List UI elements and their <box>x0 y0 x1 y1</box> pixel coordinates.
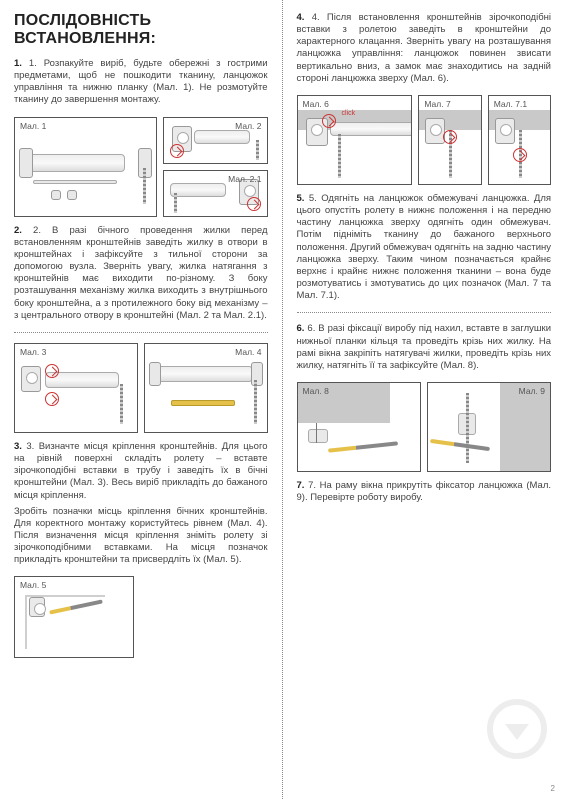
fig-row-3-4: Мал. 3 Мал. 4 <box>14 343 268 433</box>
step-6-text: 6. 6. В разі фіксації виробу під нахил, … <box>297 323 552 372</box>
page-title: ПОСЛІДОВНІСТЬ ВСТАНОВЛЕННЯ: <box>14 12 268 48</box>
step-4-body: 4. Після встановлення кронштейнів зірочк… <box>297 12 552 84</box>
figure-3-label: Мал. 3 <box>20 347 46 357</box>
figure-7-1: Мал. 7.1 <box>488 95 551 185</box>
click-label: click <box>342 110 356 117</box>
fig-row-8-9: Мал. 8 Мал. 9 <box>297 382 552 472</box>
figure-5: Мал. 5 <box>14 576 134 658</box>
step-5-body: 5. Одягніть на ланцюжок обмежувачі ланцю… <box>297 193 552 301</box>
step-1-body: 1. Розпакуйте виріб, будьте обережні з г… <box>14 58 268 105</box>
column-right: 4. 4. Після встановлення кронштейнів зір… <box>283 0 565 799</box>
divider-1 <box>14 332 268 333</box>
step-5-text: 5. 5. Одягніть на ланцюжок обмежувачі ла… <box>297 193 552 302</box>
figure-6-label: Мал. 6 <box>303 99 329 109</box>
figure-1: Мал. 1 <box>14 117 157 217</box>
step-3a-text: 3. 3. Визначте місця кріплення кронштейн… <box>14 441 268 502</box>
step-6-body: 6. В разі фіксації виробу під нахил, вст… <box>297 323 552 370</box>
watermark-icon <box>487 699 547 759</box>
step-3a-body: 3. Визначте місця кріплення кронштейнів.… <box>14 441 268 501</box>
figure-8-label: Мал. 8 <box>303 386 329 396</box>
column-left: ПОСЛІДОВНІСТЬ ВСТАНОВЛЕННЯ: 1. 1. Розпак… <box>0 0 283 799</box>
figure-9-label: Мал. 9 <box>519 386 545 396</box>
step-2-text: 2. 2. В разі бічного проведення жилки пе… <box>14 225 268 322</box>
step-2-body: 2. В разі бічного проведення жилки перед… <box>14 225 268 321</box>
figure-4-label: Мал. 4 <box>235 347 261 357</box>
figure-7-label: Мал. 7 <box>424 99 450 109</box>
fig-row-5: Мал. 5 <box>14 576 268 658</box>
figure-8: Мал. 8 <box>297 382 421 472</box>
step-1-text: 1. 1. Розпакуйте виріб, будьте обережні … <box>14 58 268 107</box>
step-3b-text: Зробіть позначки місць кріплення бічних … <box>14 506 268 567</box>
figure-6: Мал. 6 click <box>297 95 413 185</box>
figure-9: Мал. 9 <box>427 382 551 472</box>
fig-row-1-2: Мал. 1 Мал. 2 <box>14 117 268 217</box>
figure-2-label: Мал. 2 <box>235 121 261 131</box>
figure-5-label: Мал. 5 <box>20 580 46 590</box>
figure-7-1-label: Мал. 7.1 <box>494 99 527 109</box>
divider-2 <box>297 312 552 313</box>
step-7-body: 7. На раму вікна прикрутіть фіксатор лан… <box>297 480 552 503</box>
figure-2-1: Мал. 2.1 <box>163 170 267 217</box>
figure-1-label: Мал. 1 <box>20 121 46 131</box>
step-7-text: 7. 7. На раму вікна прикрутіть фіксатор … <box>297 480 552 504</box>
figure-7: Мал. 7 <box>418 95 481 185</box>
fig-row-6-7: Мал. 6 click Мал. 7 <box>297 95 552 185</box>
step-4-text: 4. 4. Після встановлення кронштейнів зір… <box>297 12 552 85</box>
page-root: ПОСЛІДОВНІСТЬ ВСТАНОВЛЕННЯ: 1. 1. Розпак… <box>0 0 565 799</box>
figure-2: Мал. 2 <box>163 117 267 164</box>
figure-2-1-label: Мал. 2.1 <box>228 174 261 184</box>
page-number: 2 <box>551 784 555 793</box>
figure-4: Мал. 4 <box>144 343 268 433</box>
figure-3: Мал. 3 <box>14 343 138 433</box>
